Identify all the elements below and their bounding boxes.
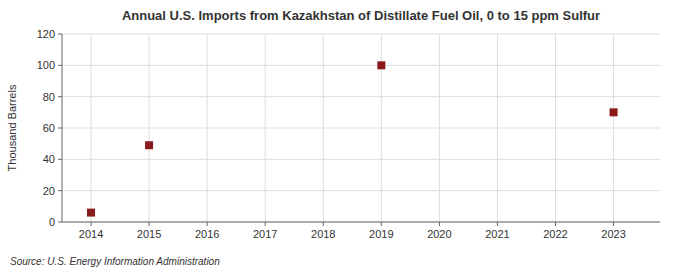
x-tick-label: 2018 xyxy=(311,228,335,240)
x-tick xyxy=(149,222,150,226)
x-tick-label: 2022 xyxy=(543,228,567,240)
axes: 2014 2015 2016 2017 2018 2019 2020 2021 2022 2023… xyxy=(37,28,660,240)
x-tick xyxy=(381,222,382,226)
y-tick-label: 0 xyxy=(49,216,55,228)
y-tick xyxy=(58,190,62,191)
grid-line-x xyxy=(207,34,208,222)
grid-line-x xyxy=(91,34,92,222)
chart-container: 2014 2015 2016 2017 2018 2019 2020 2021 2022 2023… xyxy=(0,0,675,275)
y-tick xyxy=(58,159,62,160)
y-tick-label: 120 xyxy=(37,28,55,40)
y-tick xyxy=(58,96,62,97)
y-tick-label: 80 xyxy=(43,91,55,103)
grid-line-y xyxy=(62,65,660,66)
grid-line-y xyxy=(62,128,660,129)
grid-line-x xyxy=(323,34,324,222)
chart-svg: 2014 2015 2016 2017 2018 2019 2020 2021 2022 2023… xyxy=(0,0,675,275)
point xyxy=(377,61,385,69)
source-note: Source: U.S. Energy Information Administ… xyxy=(10,256,220,267)
x-tick-label: 2015 xyxy=(137,228,161,240)
x-tick xyxy=(439,222,440,226)
points xyxy=(87,61,618,216)
y-tick xyxy=(58,65,62,66)
x-tick-label: 2020 xyxy=(427,228,451,240)
x-tick xyxy=(555,222,556,226)
x-tick-label: 2021 xyxy=(485,228,509,240)
y-tick-label: 60 xyxy=(43,122,55,134)
x-tick-label: 2016 xyxy=(195,228,219,240)
x-tick-label: 2023 xyxy=(601,228,625,240)
grid-line-y xyxy=(62,190,660,191)
x-tick xyxy=(497,222,498,226)
grid-line-x xyxy=(555,34,556,222)
x-tick-label: 2019 xyxy=(369,228,393,240)
grid-line-y xyxy=(62,159,660,160)
grid-line-x xyxy=(497,34,498,222)
grid-line-x xyxy=(265,34,266,222)
x-tick-label: 2017 xyxy=(253,228,277,240)
point xyxy=(145,141,153,149)
grid-line-y xyxy=(62,96,660,97)
y-tick-label: 20 xyxy=(43,185,55,197)
grid-line-x xyxy=(149,34,150,222)
x-tick xyxy=(323,222,324,226)
x-tick-label: 2014 xyxy=(79,228,103,240)
x-tick xyxy=(265,222,266,226)
grid-line-y xyxy=(62,34,660,35)
x-tick xyxy=(613,222,614,226)
y-tick xyxy=(58,222,62,223)
x-tick xyxy=(207,222,208,226)
grid-line-x xyxy=(613,34,614,222)
x-tick xyxy=(91,222,92,226)
grid xyxy=(62,34,660,222)
title: Annual U.S. Imports from Kazakhstan of D… xyxy=(122,8,600,23)
grid-line-x xyxy=(439,34,440,222)
y-axis-label: Thousand Barrels xyxy=(6,84,18,171)
y-tick xyxy=(58,128,62,129)
y-tick-label: 40 xyxy=(43,153,55,165)
y-tick-label: 100 xyxy=(37,59,55,71)
point xyxy=(87,209,95,217)
x-axis-line xyxy=(62,222,660,223)
point xyxy=(610,108,618,116)
y-tick xyxy=(58,34,62,35)
grid-line-y xyxy=(62,222,660,223)
